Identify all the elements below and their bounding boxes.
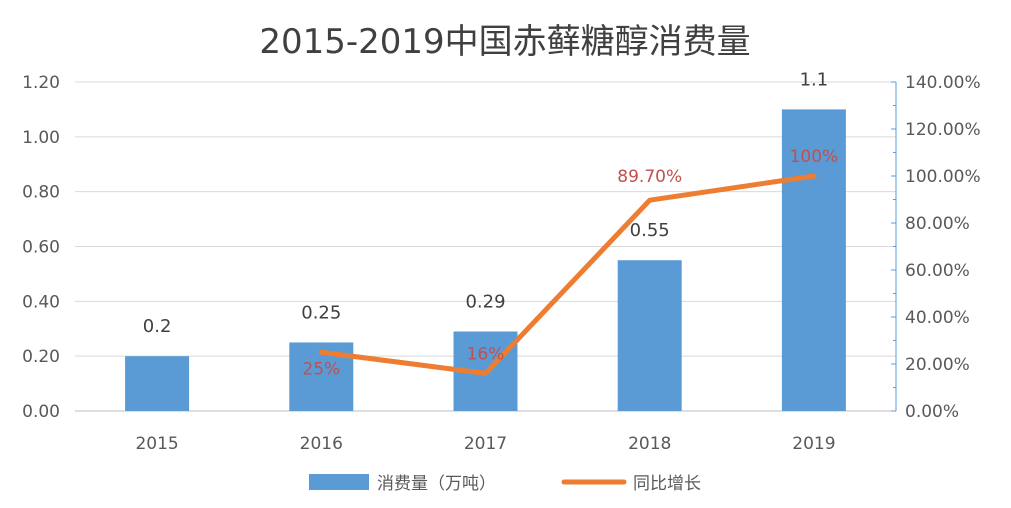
x-tick-label: 2016 <box>300 434 343 454</box>
left-tick-label: 0.00 <box>22 402 60 422</box>
bar-data-label: 0.25 <box>301 302 341 323</box>
x-tick-label: 2017 <box>464 434 507 454</box>
right-tick-label: 60.00% <box>905 261 970 281</box>
right-tick-label: 120.00% <box>905 120 981 140</box>
x-tick-label: 2019 <box>792 434 835 454</box>
left-tick-label: 0.80 <box>22 183 60 203</box>
bar-data-label: 0.29 <box>465 291 505 312</box>
left-tick-label: 0.40 <box>22 292 60 312</box>
growth-line <box>318 173 817 376</box>
legend: 消费量（万吨） 同比增长 <box>309 474 701 494</box>
x-tick-label: 2018 <box>628 434 671 454</box>
line-data-label: 25% <box>302 359 340 379</box>
right-axis: 0.00% 20.00% 40.00% 60.00% 80.00% 100.00% 120.… <box>891 73 981 422</box>
line-data-label: 100% <box>790 147 839 167</box>
left-tick-label: 1.20 <box>22 73 60 93</box>
left-tick-label: 1.00 <box>22 128 60 148</box>
left-tick-label: 0.20 <box>22 347 60 367</box>
legend-line-label: 同比增长 <box>633 474 701 494</box>
bar-data-label: 1.1 <box>800 69 829 90</box>
chart-title: 2015-2019中国赤藓糖醇消费量 <box>259 22 750 62</box>
right-tick-label: 140.00% <box>905 73 981 93</box>
right-tick-label: 80.00% <box>905 214 970 234</box>
x-tick-label: 2015 <box>135 434 178 454</box>
left-axis-ticks: 0.00 0.20 0.40 0.60 0.80 1.00 1.20 <box>22 73 60 422</box>
bar-data-label: 0.55 <box>630 220 670 241</box>
right-tick-label: 20.00% <box>905 355 970 375</box>
bar <box>617 260 682 411</box>
left-tick-label: 0.60 <box>22 238 60 258</box>
right-tick-label: 40.00% <box>905 308 970 328</box>
gridlines <box>75 81 896 412</box>
line-data-label: 16% <box>467 344 505 364</box>
legend-bar-swatch <box>309 474 369 490</box>
x-axis-ticks: 2015 2016 2017 2018 2019 <box>135 434 835 454</box>
bar-data-label: 0.2 <box>143 316 172 337</box>
right-tick-label: 0.00% <box>905 402 959 422</box>
line-series: 25% 16% 89.70% 100% <box>302 147 838 379</box>
line-data-label: 89.70% <box>617 167 682 187</box>
bar <box>781 109 846 412</box>
right-tick-label: 100.00% <box>905 167 981 187</box>
legend-bar-label: 消费量（万吨） <box>377 474 496 494</box>
bar <box>125 356 190 411</box>
